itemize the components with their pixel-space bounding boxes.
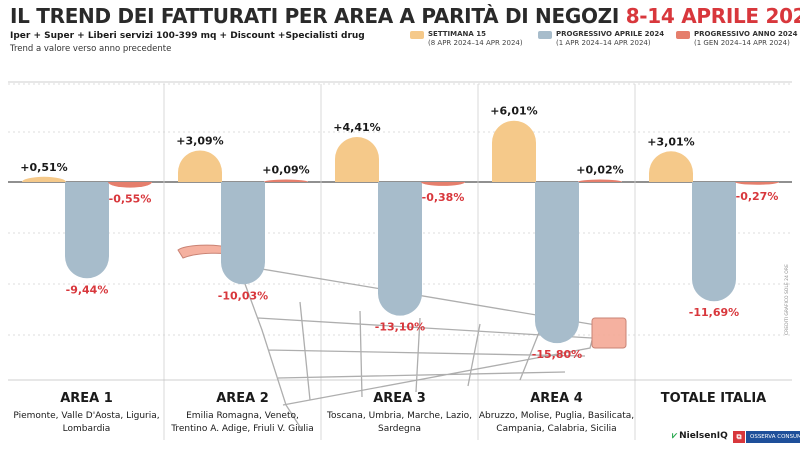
data-label: +0,09% bbox=[262, 164, 309, 177]
bar bbox=[378, 182, 422, 316]
title-main: IL TREND DEI FATTURATI PER AREA A PARITÀ… bbox=[10, 4, 626, 28]
data-label: -11,69% bbox=[689, 306, 739, 319]
area-regions-label: Lombardia bbox=[63, 424, 111, 434]
data-label: -15,80% bbox=[532, 348, 582, 361]
data-label: -0,38% bbox=[422, 191, 465, 204]
area-regions-label: Emilia Romagna, Veneto, bbox=[186, 411, 299, 421]
cart-bumper bbox=[591, 317, 627, 349]
legend-swatch bbox=[410, 31, 424, 39]
osservatorio-logo: ⧉ OSSERVA CONSUMI bbox=[733, 429, 800, 444]
area-regions-label: Toscana, Umbria, Marche, Lazio, bbox=[326, 411, 472, 421]
data-label: -0,55% bbox=[109, 193, 152, 206]
area-name-label: AREA 3 bbox=[373, 391, 426, 406]
nielsen-logo: ⩗ NielsenIQ bbox=[672, 431, 728, 441]
legend-range: (1 APR 2024–14 APR 2024) bbox=[556, 39, 651, 47]
bar bbox=[492, 120, 536, 182]
bar bbox=[578, 179, 622, 182]
area-regions-label: Campania, Calabria, Sicilia bbox=[496, 424, 616, 434]
chart-subtitle-note: Trend a valore verso anno precedente bbox=[10, 44, 172, 54]
bar bbox=[221, 182, 265, 285]
legend-swatch bbox=[676, 31, 690, 39]
title-date: 8-14 APRILE 2024 bbox=[625, 4, 800, 28]
legend-label: PROGRESSIVO ANNO 2024 bbox=[694, 30, 798, 38]
legend-label: PROGRESSIVO APRILE 2024 bbox=[556, 30, 665, 38]
data-label: +4,41% bbox=[333, 121, 380, 134]
bar bbox=[264, 179, 308, 182]
chart-subtitle: Iper + Super + Liberi servizi 100-399 mq… bbox=[10, 31, 365, 41]
area-regions-label: Piemonte, Valle D'Aosta, Liguria, bbox=[13, 411, 159, 421]
data-label: -0,27% bbox=[736, 190, 779, 203]
chart-title: IL TREND DEI FATTURATI PER AREA A PARITÀ… bbox=[10, 4, 800, 28]
area-name-label: AREA 2 bbox=[216, 391, 269, 406]
bar bbox=[335, 137, 379, 182]
nielsen-mark-icon: ⩗ bbox=[672, 431, 678, 441]
bar bbox=[108, 182, 152, 188]
osservatorio-mark-icon: ⧉ bbox=[733, 430, 745, 443]
bar bbox=[421, 182, 465, 186]
area-regions-label: Trentino A. Adige, Friuli V. Giulia bbox=[170, 424, 314, 434]
data-label: +0,51% bbox=[20, 161, 67, 174]
area-regions-label: Sardegna bbox=[378, 424, 421, 434]
data-label: +3,09% bbox=[176, 134, 223, 147]
bar bbox=[535, 182, 579, 344]
legend-label: SETTIMANA 15 bbox=[428, 30, 486, 38]
area-labels: AREA 1 Piemonte, Valle D'Aosta, Liguria, L… bbox=[13, 391, 766, 434]
osservatorio-text: OSSERVA CONSUMI bbox=[746, 430, 800, 443]
data-label: -9,44% bbox=[66, 283, 109, 296]
legend-swatch bbox=[538, 31, 552, 39]
bar bbox=[22, 176, 66, 182]
data-label: -10,03% bbox=[218, 289, 268, 302]
bar bbox=[692, 182, 736, 302]
data-label: -13,10% bbox=[375, 321, 425, 334]
legend-range: (8 APR 2024–14 APR 2024) bbox=[428, 39, 523, 47]
bar bbox=[735, 182, 779, 185]
bar bbox=[649, 151, 693, 182]
nielsen-text: NielsenIQ bbox=[679, 431, 728, 441]
graphic-credit: CREDITI GRAFICO SOLE 24 ORE bbox=[785, 264, 790, 335]
bars: +0,51% +3,09% +4,41% +6,01% +3,01% -9,44% -10,… bbox=[20, 105, 779, 361]
area-name-label: TOTALE ITALIA bbox=[661, 391, 766, 406]
bar bbox=[65, 182, 109, 279]
area-regions-label: Abruzzo, Molise, Puglia, Basilicata, bbox=[479, 411, 634, 421]
data-label: +6,01% bbox=[490, 105, 537, 118]
data-label: +3,01% bbox=[647, 135, 694, 148]
area-name-label: AREA 1 bbox=[60, 391, 113, 406]
legend-range: (1 GEN 2024–14 APR 2024) bbox=[694, 39, 790, 47]
bar bbox=[178, 150, 222, 182]
area-name-label: AREA 4 bbox=[530, 391, 583, 406]
data-label: +0,02% bbox=[576, 164, 623, 177]
